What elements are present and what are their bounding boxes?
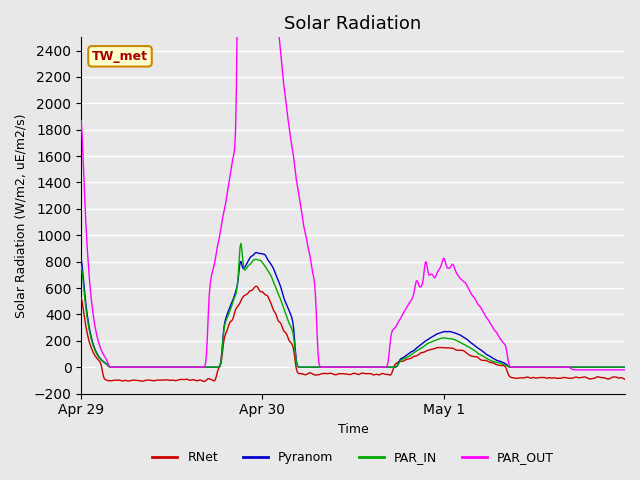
X-axis label: Time: Time	[338, 423, 369, 436]
Legend: RNet, Pyranom, PAR_IN, PAR_OUT: RNet, Pyranom, PAR_IN, PAR_OUT	[147, 446, 559, 469]
Y-axis label: Solar Radiation (W/m2, uE/m2/s): Solar Radiation (W/m2, uE/m2/s)	[15, 113, 28, 318]
Text: TW_met: TW_met	[92, 50, 148, 63]
Title: Solar Radiation: Solar Radiation	[284, 15, 422, 33]
